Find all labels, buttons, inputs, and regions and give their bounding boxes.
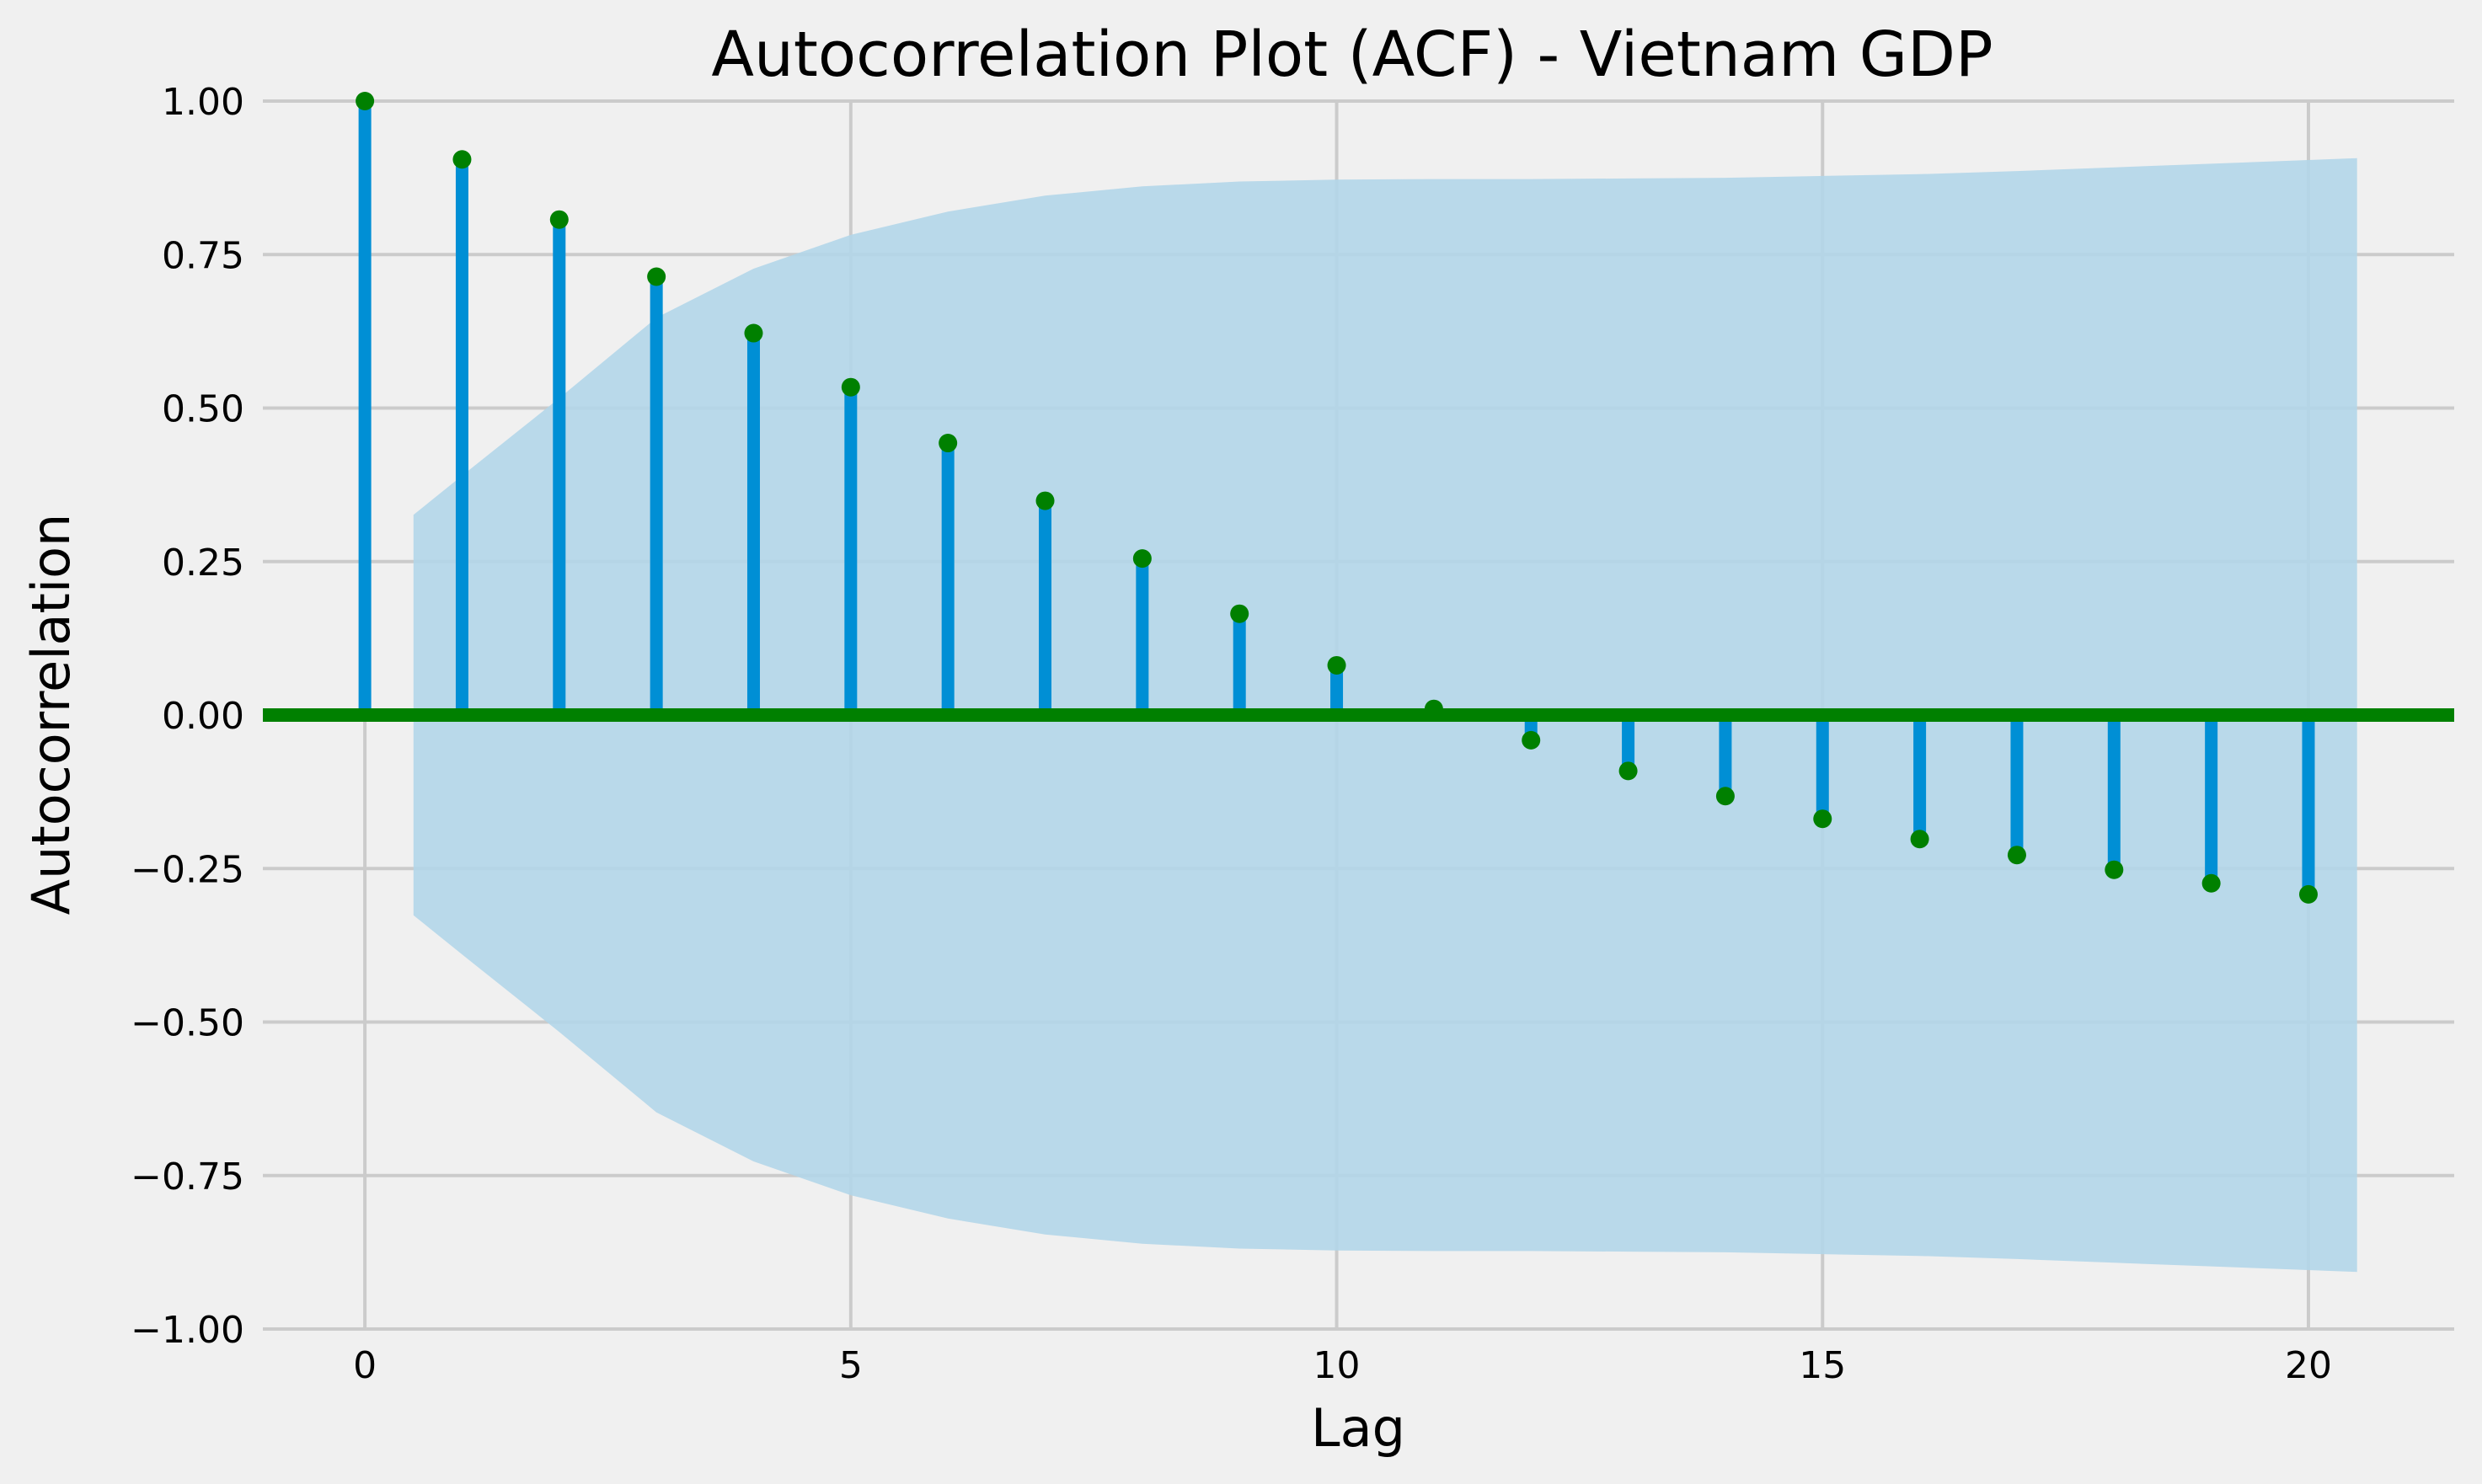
marker-lag-5: [841, 377, 860, 397]
stems: [358, 101, 2315, 894]
marker-lag-9: [1230, 604, 1249, 623]
marker-lag-2: [549, 210, 569, 229]
marker-lag-0: [356, 92, 375, 110]
y-tick-label-0: 1.00: [162, 81, 244, 124]
marker-lag-7: [1035, 491, 1055, 510]
x-tick-labels: 0 5 10 15 20: [353, 1344, 2332, 1387]
marker-lag-17: [2007, 846, 2026, 865]
y-tick-label-6: −0.50: [131, 1002, 244, 1045]
x-tick-label-1: 5: [839, 1344, 863, 1387]
y-tick-label-3: 0.25: [162, 542, 244, 585]
markers: [356, 92, 2318, 904]
marker-lag-11: [1424, 699, 1443, 718]
marker-lag-6: [939, 434, 958, 453]
marker-lag-18: [2105, 860, 2124, 879]
y-tick-label-5: −0.25: [131, 848, 244, 891]
marker-lag-10: [1327, 655, 1346, 675]
chart-title: Autocorrelation Plot (ACF) - Vietnam GDP: [711, 19, 1993, 91]
y-tick-label-4: 0.00: [162, 695, 244, 738]
x-tick-label-0: 0: [353, 1344, 377, 1387]
y-tick-label-7: −0.75: [131, 1156, 244, 1198]
marker-lag-1: [452, 150, 472, 169]
marker-lag-16: [1910, 830, 1929, 849]
x-tick-label-4: 20: [2285, 1344, 2332, 1387]
y-tick-label-2: 0.50: [162, 388, 244, 431]
marker-lag-3: [647, 267, 666, 286]
marker-lag-12: [1522, 730, 1541, 750]
marker-lag-14: [1715, 787, 1735, 806]
y-tick-label-8: −1.00: [131, 1309, 244, 1352]
y-axis-label: Autocorrelation: [20, 514, 82, 915]
marker-lag-15: [1813, 809, 1832, 829]
marker-lag-4: [744, 323, 763, 343]
x-tick-label-2: 10: [1313, 1344, 1361, 1387]
marker-lag-20: [2298, 884, 2318, 904]
y-tick-labels: 1.00 0.75 0.50 0.25 0.00 −0.25 −0.50 −0.75 −1.00: [131, 81, 244, 1352]
x-tick-label-3: 15: [1799, 1344, 1846, 1387]
marker-lag-13: [1618, 761, 1638, 781]
x-axis-label: Lag: [1311, 1397, 1405, 1459]
y-tick-label-1: 0.75: [162, 234, 244, 277]
marker-lag-8: [1132, 549, 1152, 569]
marker-lag-19: [2201, 873, 2221, 893]
